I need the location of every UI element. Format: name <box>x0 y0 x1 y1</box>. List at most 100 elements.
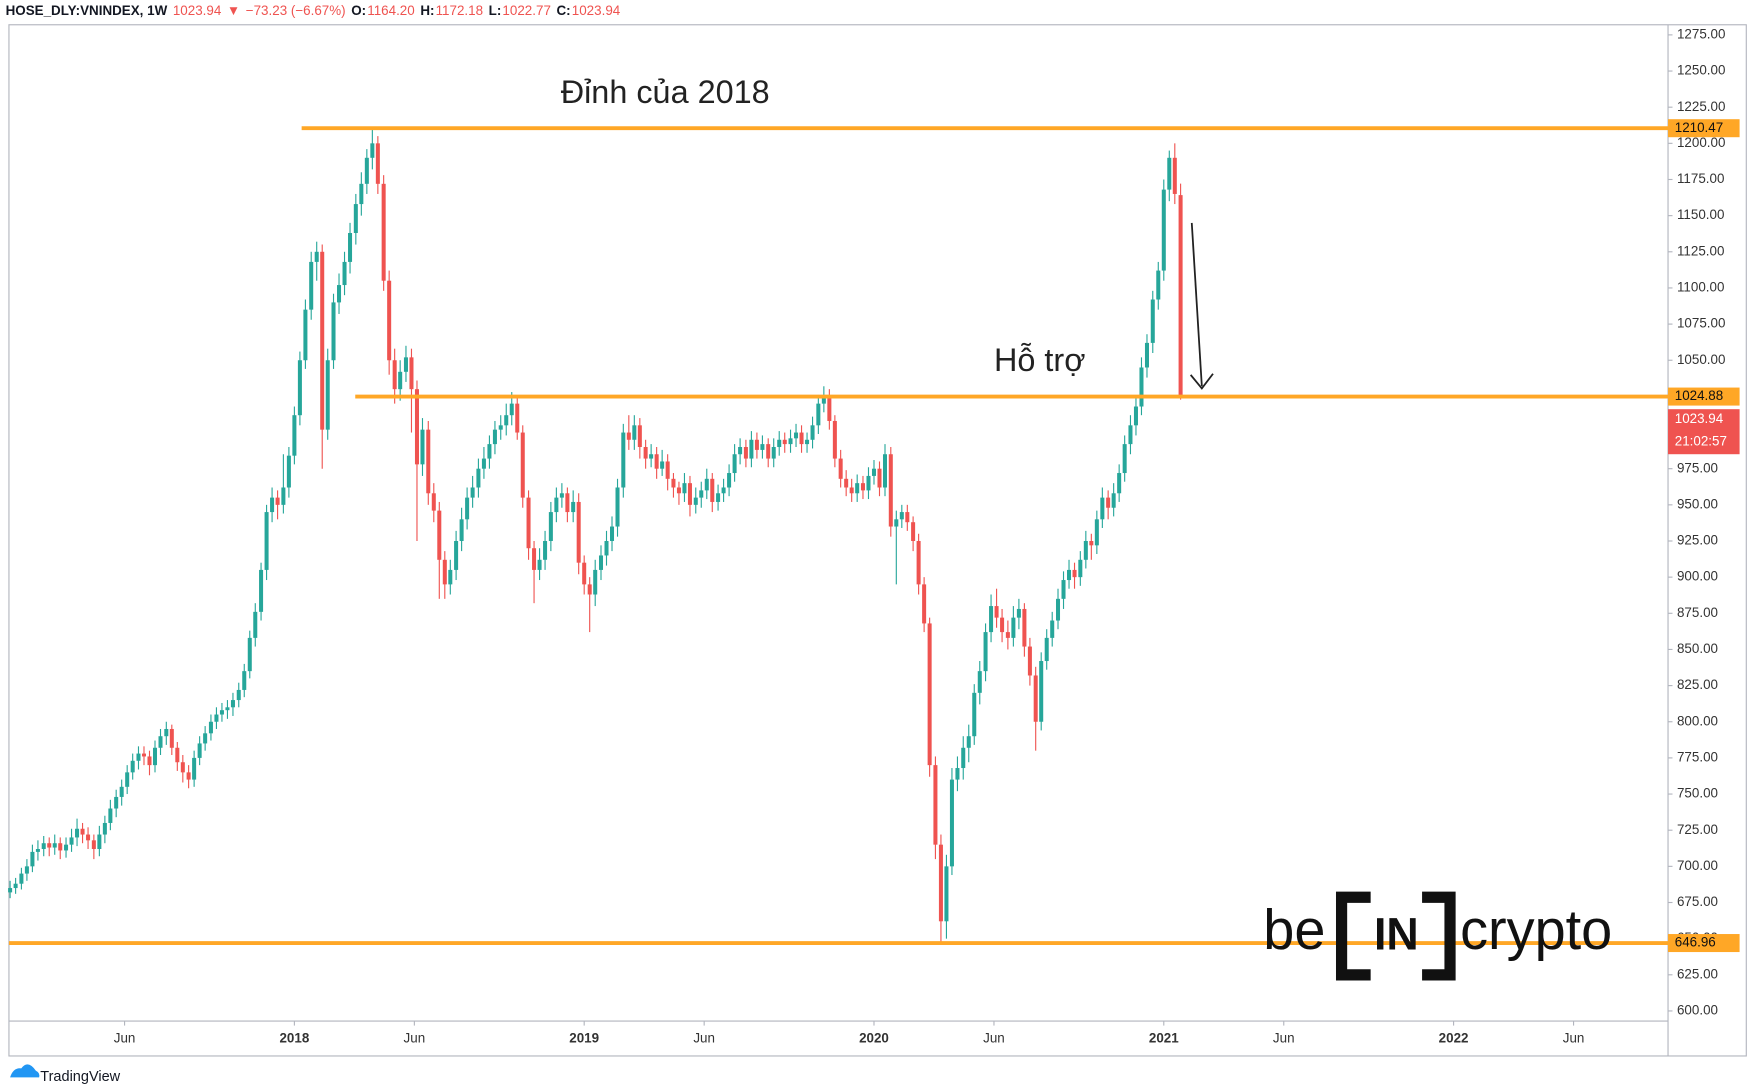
candle-body <box>1117 473 1122 494</box>
candle-body <box>1000 617 1005 633</box>
candle-body <box>498 425 503 430</box>
x-tick-label: 2018 <box>279 1031 309 1046</box>
x-tick-label: Jun <box>693 1031 715 1046</box>
candle-body <box>69 837 74 845</box>
candle-body <box>504 415 509 426</box>
candle-body <box>325 360 330 430</box>
candle-body <box>882 454 888 488</box>
candle-body <box>543 540 548 560</box>
candle-body <box>270 497 275 513</box>
candle-body <box>47 843 52 848</box>
candle-body <box>102 822 107 835</box>
candle-body <box>961 747 966 769</box>
candle-body <box>492 429 497 445</box>
candle-body <box>716 493 721 502</box>
candle-body <box>52 843 57 848</box>
candle-body <box>164 728 169 737</box>
y-tick-label: 600.00 <box>1677 1002 1718 1017</box>
candle-body <box>152 747 158 766</box>
y-tick-label: 1050.00 <box>1677 352 1725 367</box>
candle-body <box>916 540 921 585</box>
candle-body <box>1044 637 1049 662</box>
candle-body <box>75 828 80 838</box>
candle-body <box>559 493 564 498</box>
candle-body <box>230 700 235 708</box>
candle-body <box>727 473 732 488</box>
candle-body <box>1011 617 1016 638</box>
annotation: Hỗ trợ <box>994 341 1085 378</box>
candle-body <box>169 728 174 748</box>
candle-body <box>760 444 765 450</box>
candle-body <box>799 432 804 445</box>
candle-body <box>348 232 353 262</box>
header-text: H: <box>420 3 434 18</box>
candle-body <box>292 415 297 456</box>
candle-body <box>749 439 754 459</box>
candle-body <box>938 844 943 922</box>
candle-body <box>158 736 163 748</box>
x-tick-label: 2022 <box>1439 1031 1469 1046</box>
header-text: 1164.20 <box>367 3 414 18</box>
candle-body <box>660 461 665 469</box>
candle-body <box>989 606 994 633</box>
candle-body <box>922 584 927 624</box>
last-price-box <box>1668 409 1740 455</box>
candle-body <box>626 432 631 440</box>
level-label: 1024.88 <box>1675 388 1723 403</box>
candle-body <box>1172 157 1177 194</box>
candle-body <box>554 497 559 513</box>
candle-body <box>197 743 202 758</box>
y-tick-label: 875.00 <box>1677 605 1718 620</box>
candle-body <box>147 756 152 766</box>
candle-body <box>359 183 364 205</box>
candle-body <box>977 671 982 693</box>
candle-body <box>208 721 213 734</box>
candle-body <box>1144 342 1149 368</box>
header-text: −73.23 (−6.67%) <box>246 3 346 18</box>
candle-body <box>643 447 648 459</box>
candle-body <box>448 569 453 585</box>
candle-body <box>966 736 971 748</box>
candle-body <box>587 584 592 595</box>
y-tick-label: 925.00 <box>1677 533 1718 548</box>
candle-body <box>777 439 782 448</box>
level-label: 1210.47 <box>1675 120 1723 135</box>
candle-body <box>933 765 938 845</box>
candle-body <box>1039 661 1044 722</box>
candle-body <box>236 689 241 701</box>
y-tick-label: 1100.00 <box>1677 279 1724 294</box>
y-tick-label: 675.00 <box>1677 894 1718 909</box>
watermark-bracket <box>1335 891 1371 981</box>
candle-body <box>654 454 659 469</box>
watermark-left: be <box>1263 898 1325 961</box>
candle-body <box>899 512 904 520</box>
candle-body <box>860 483 865 491</box>
candle-body <box>1133 406 1138 426</box>
candle-body <box>420 429 425 465</box>
candle-body <box>877 468 882 488</box>
x-tick-label: Jun <box>1563 1031 1585 1046</box>
candle-body <box>431 493 436 511</box>
candle-body <box>125 772 130 787</box>
candle-body <box>136 753 141 761</box>
candle-body <box>454 540 459 570</box>
x-tick-label: 2021 <box>1149 1031 1179 1046</box>
candle-body <box>805 439 810 445</box>
y-tick-label: 975.00 <box>1677 460 1718 475</box>
level-label: 646.96 <box>1675 935 1716 950</box>
candle-body <box>571 501 576 513</box>
candle-body <box>621 432 626 488</box>
y-tick-label: 850.00 <box>1677 641 1718 656</box>
candle-body <box>24 866 29 874</box>
header-text: 1023.94 <box>173 3 222 18</box>
candle-body <box>13 883 18 889</box>
candle-body <box>264 512 269 570</box>
header-text: HOSE_DLY:VNINDEX, 1W <box>6 3 168 18</box>
candle-body <box>442 559 447 585</box>
candle-body <box>888 454 893 527</box>
candle-body <box>849 487 854 494</box>
candle-body <box>1078 559 1083 578</box>
candle-body <box>1150 299 1155 343</box>
candle-body <box>598 555 604 570</box>
